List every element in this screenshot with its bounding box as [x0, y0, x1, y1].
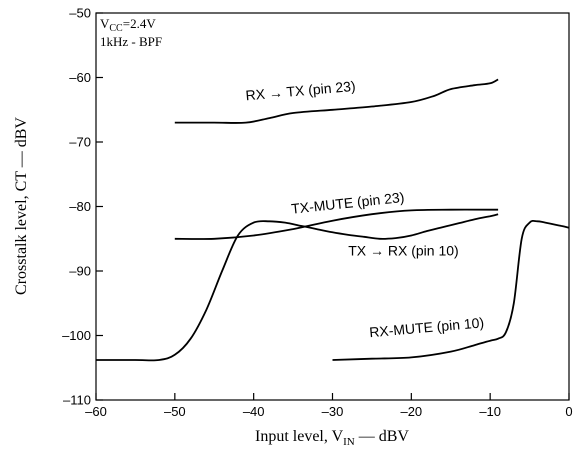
x-axis-label-unit: — dBV [355, 428, 410, 445]
y-tick-label: –70 [69, 135, 91, 150]
series-line-0 [174, 78, 499, 124]
y-tick-label: –50 [69, 6, 91, 21]
x-tick-label: –40 [243, 404, 265, 419]
condition-filter: 1kHz - BPF [100, 34, 162, 49]
condition-vcc: VCC=2.4V [100, 16, 156, 34]
series-label: RX → TX (pin 23) [245, 78, 356, 104]
condition-vcc-rest: =2.4V [123, 16, 157, 31]
y-tick-label: –80 [69, 199, 91, 214]
series-label: TX → RX (pin 10) [348, 243, 458, 259]
condition-vcc-main: V [100, 16, 110, 31]
x-axis-label-sub: IN [343, 436, 355, 448]
x-tick-label: –60 [85, 404, 107, 419]
plot-frame [95, 12, 570, 401]
series-line-3 [332, 219, 570, 361]
series-line-1 [174, 208, 499, 240]
y-tick-label: –100 [62, 328, 91, 343]
y-axis-label: Crosstalk level, CT — dBV [13, 117, 30, 295]
x-tick-label: –30 [322, 404, 344, 419]
y-tick-label: –110 [63, 393, 91, 408]
x-tick-label: –50 [164, 404, 186, 419]
x-tick-label: 0 [565, 404, 572, 419]
series-label: RX-MUTE (pin 10) [369, 314, 485, 340]
x-axis-label: Input level, VIN — dBV [255, 428, 409, 448]
x-tick-label: –20 [400, 404, 422, 419]
x-axis-label-main: Input level, V [255, 428, 344, 445]
y-tick-label: –60 [69, 70, 91, 85]
y-tick-label: –90 [69, 264, 91, 279]
x-tick-label: –10 [479, 404, 501, 419]
condition-vcc-sub: CC [109, 23, 123, 34]
series-line-2 [96, 213, 499, 362]
